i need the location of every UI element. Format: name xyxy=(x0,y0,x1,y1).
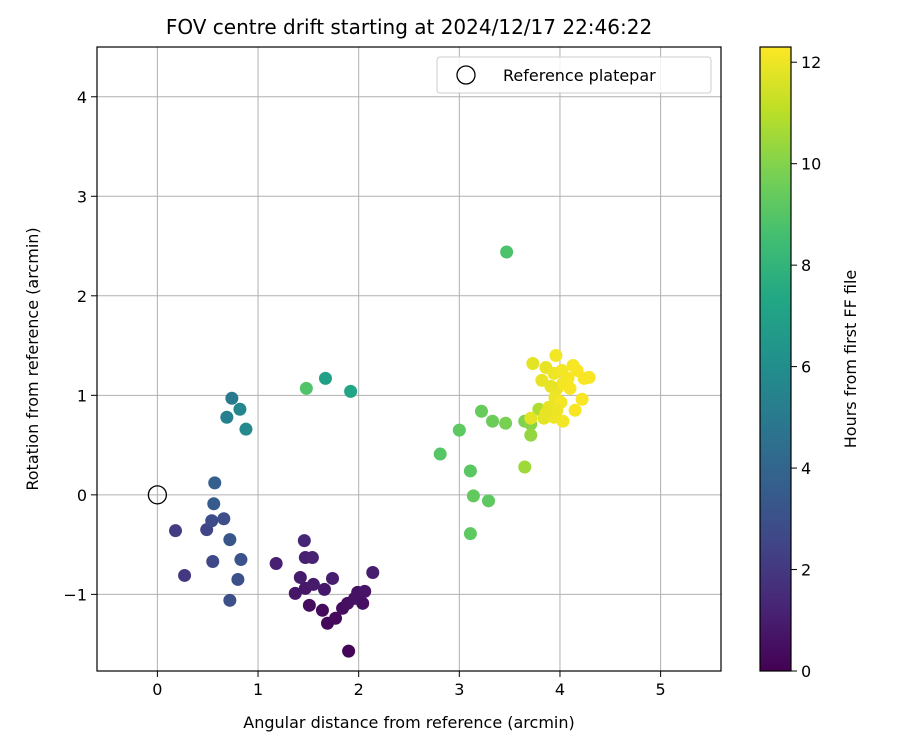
scatter-point xyxy=(518,460,532,474)
x-tick-label: 0 xyxy=(152,680,162,699)
scatter-point xyxy=(433,447,447,461)
plot-frame xyxy=(96,46,722,672)
scatter-point xyxy=(582,370,596,384)
scatter-point xyxy=(169,524,183,538)
scatter-point xyxy=(305,551,319,565)
reference-platepar-marker xyxy=(147,485,168,505)
scatter-point xyxy=(220,410,234,424)
y-tick-label: 4 xyxy=(77,88,87,107)
colorbar-tick-label: 4 xyxy=(801,459,811,478)
scatter-point xyxy=(234,553,248,567)
colorbar-tick-label: 8 xyxy=(801,256,811,275)
scatter-point xyxy=(178,568,192,582)
scatter-point xyxy=(544,379,558,393)
scatter-point xyxy=(568,403,582,417)
scatter-point xyxy=(217,512,231,526)
scatter-point xyxy=(452,423,466,437)
scatter-point xyxy=(463,464,477,478)
scatter-point xyxy=(358,584,372,598)
y-tick-label: 0 xyxy=(77,486,87,505)
scatter-point xyxy=(499,416,513,430)
scatter-point xyxy=(225,391,239,405)
scatter-point xyxy=(482,494,496,508)
colorbar-tick-label: 2 xyxy=(801,561,811,580)
y-tick-label: 3 xyxy=(77,187,87,206)
x-axis-label: Angular distance from reference (arcmin) xyxy=(243,713,574,732)
scatter-point xyxy=(206,555,220,569)
scatter-point xyxy=(366,565,380,579)
scatter-point xyxy=(306,577,320,591)
y-tick-label: 1 xyxy=(77,386,87,405)
scatter-point xyxy=(233,402,247,416)
colorbar-tick-label: 0 xyxy=(801,662,811,681)
scatter-point xyxy=(223,593,237,607)
scatter-point xyxy=(466,489,480,503)
scatter-point xyxy=(539,406,553,420)
scatter-point xyxy=(239,422,253,436)
scatter-point xyxy=(575,392,589,406)
scatter-point xyxy=(344,384,358,398)
y-tick-label: 2 xyxy=(77,287,87,306)
legend-box xyxy=(436,56,712,94)
scatter-point xyxy=(315,603,329,617)
scatter-point xyxy=(302,598,316,612)
x-tick-label: 1 xyxy=(253,680,263,699)
colorbar-tick-label: 12 xyxy=(801,53,821,72)
colorbar-ticks: 0 2 4 6 8 10 12 xyxy=(791,53,821,681)
scatter-point xyxy=(526,356,540,370)
reference-marker xyxy=(147,485,168,505)
y-axis-label: Rotation from reference (arcmin) xyxy=(23,227,42,490)
x-tick-label: 2 xyxy=(354,680,364,699)
scatter-point xyxy=(342,644,356,658)
colorbar: 0 2 4 6 8 10 12 Hours from first FF file xyxy=(759,46,860,681)
scatter-points xyxy=(169,245,596,658)
scatter-point xyxy=(299,381,313,395)
scatter-point xyxy=(486,414,500,428)
scatter-point xyxy=(524,428,538,442)
scatter-point xyxy=(463,527,477,541)
scatter-point xyxy=(524,411,538,425)
scatter-point xyxy=(556,414,570,428)
x-tick-label: 5 xyxy=(656,680,666,699)
scatter-point xyxy=(500,245,514,259)
scatter-point xyxy=(329,611,343,625)
scatter-point xyxy=(474,404,488,418)
scatter-point xyxy=(563,381,577,395)
scatter-point xyxy=(205,514,219,528)
scatter-point xyxy=(223,533,237,547)
scatter-point xyxy=(208,476,222,490)
scatter-point xyxy=(231,572,245,586)
scatter-point xyxy=(207,497,221,511)
scatter-point xyxy=(288,586,302,600)
scatter-point xyxy=(326,571,340,585)
scatter-point xyxy=(293,570,307,584)
colorbar-label: Hours from first FF file xyxy=(841,270,860,449)
legend-reference-label: Reference platepar xyxy=(503,66,656,85)
scatter-point xyxy=(317,582,331,596)
scatter-point xyxy=(269,557,283,571)
y-axis-ticks: −1 0 1 2 3 4 xyxy=(63,88,97,604)
colorbar-gradient xyxy=(760,47,791,671)
x-axis-ticks: 0 1 2 3 4 5 xyxy=(152,671,666,699)
legend-reference-marker xyxy=(456,65,476,85)
scatter-point xyxy=(318,371,332,385)
y-tick-label: −1 xyxy=(63,585,87,604)
x-tick-label: 4 xyxy=(555,680,565,699)
scatter-point xyxy=(297,534,311,548)
x-tick-label: 3 xyxy=(454,680,464,699)
colorbar-tick-label: 6 xyxy=(801,358,811,377)
colorbar-tick-label: 10 xyxy=(801,155,821,174)
legend: Reference platepar xyxy=(436,56,712,94)
colorbar-frame xyxy=(759,46,792,672)
chart-title: FOV centre drift starting at 2024/12/17 … xyxy=(166,15,652,39)
scatter-point xyxy=(549,349,563,363)
